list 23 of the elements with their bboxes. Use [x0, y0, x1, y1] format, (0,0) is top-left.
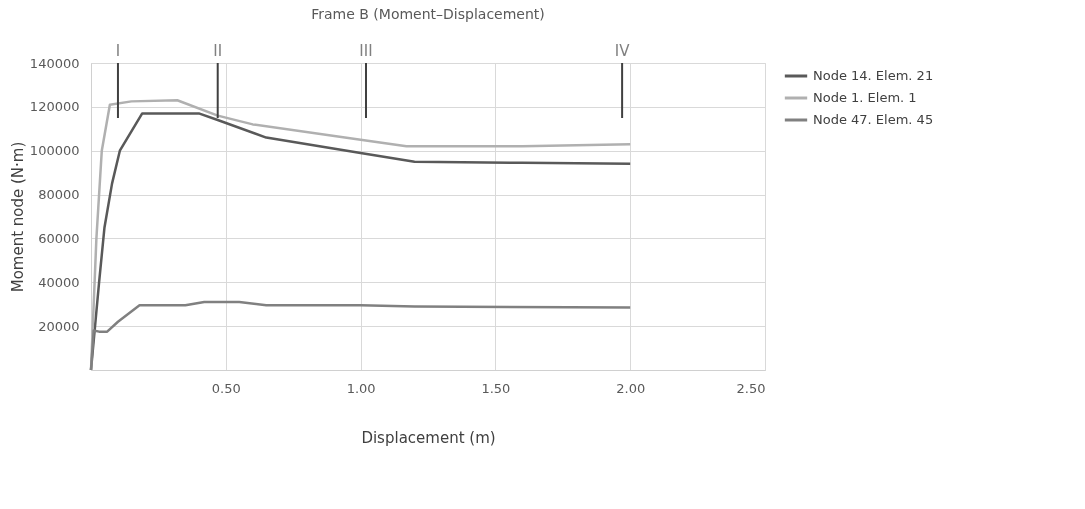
legend-label: Node 1. Elem. 1 [813, 90, 917, 105]
chart-title: Frame B (Moment–Displacement) [311, 6, 545, 22]
y-tick-label: 120000 [29, 99, 80, 115]
legend-label: Node 47. Elem. 45 [813, 112, 934, 127]
y-tick-label: 20000 [38, 318, 80, 334]
ref-line-label: IV [614, 42, 631, 60]
x-axis-title: Displacement (m) [361, 428, 496, 447]
y-tick-label: 140000 [29, 55, 80, 71]
y-axis-title: Moment node (N·m) [8, 141, 27, 293]
legend-label: Node 14. Elem. 21 [813, 68, 934, 83]
x-tick-label: 2.00 [616, 380, 646, 396]
ref-line-label: II [213, 42, 223, 60]
x-tick-label: 2.50 [736, 380, 766, 396]
x-tick-label: 1.00 [346, 380, 376, 396]
ref-line-label: III [359, 42, 373, 60]
y-tick-label: 40000 [38, 274, 80, 290]
y-tick-label: 80000 [38, 187, 80, 203]
y-tick-label: 100000 [29, 143, 80, 159]
x-tick-label: 0.50 [211, 380, 241, 396]
line-series [89, 300, 632, 372]
y-tick-label: 60000 [38, 230, 80, 246]
x-tick-label: 1.50 [481, 380, 511, 396]
ref-line-label: I [115, 42, 121, 60]
